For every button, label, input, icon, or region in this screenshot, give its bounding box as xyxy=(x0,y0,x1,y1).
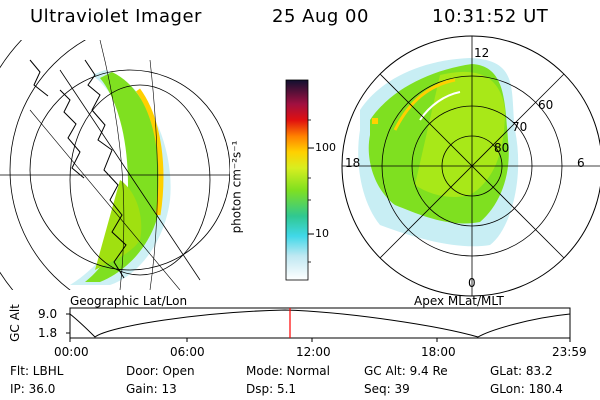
xtick-0000: 00:00 xyxy=(54,345,89,359)
colorbar-tick-100: 100 xyxy=(315,141,336,154)
colorbar-label: photon cm⁻²s⁻¹ xyxy=(229,140,244,234)
glat-status: GLat: 83.2 xyxy=(490,364,553,378)
xtick-1800: 18:00 xyxy=(421,345,456,359)
xtick-0600: 06:00 xyxy=(170,345,205,359)
xtick-2359: 23:59 xyxy=(552,345,587,359)
instrument-title: Ultraviolet Imager xyxy=(30,6,202,27)
mlt-label-6: 6 xyxy=(577,156,585,170)
geographic-map xyxy=(0,40,230,290)
seq-status: Seq: 39 xyxy=(364,382,410,396)
date-label: 25 Aug 00 xyxy=(272,6,369,27)
altitude-curve xyxy=(69,309,571,338)
gain-status: Gain: 13 xyxy=(126,382,177,396)
mlat-label-60: 60 xyxy=(538,98,554,112)
altitude-ytick-1-8: 1.8 xyxy=(38,326,58,340)
altitude-ytick-9: 9.0 xyxy=(38,307,58,321)
colorbar-tick-10: 10 xyxy=(315,227,329,240)
gc-alt-status: GC Alt: 9.4 Re xyxy=(364,364,448,378)
mlt-label-0: 0 xyxy=(468,276,476,290)
filter-status: Flt: LBHL xyxy=(10,364,64,378)
right-panel-label: Apex MLat/MLT xyxy=(414,294,504,308)
altitude-ylabel: GC Alt xyxy=(7,304,22,342)
xtick-1200: 12:00 xyxy=(296,345,331,359)
glon-status: GLon: 180.4 xyxy=(490,382,563,396)
left-panel-label: Geographic Lat/Lon xyxy=(70,294,188,308)
mlt-label-12: 12 xyxy=(474,46,490,60)
mlt-label-18: 18 xyxy=(345,156,361,170)
mode-status: Mode: Normal xyxy=(246,364,330,378)
mlat-label-80: 80 xyxy=(494,141,510,155)
dsp-status: Dsp: 5.1 xyxy=(246,382,297,396)
ip-status: IP: 36.0 xyxy=(10,382,56,396)
polar-plot xyxy=(341,35,600,297)
mlat-label-70: 70 xyxy=(512,120,528,134)
door-status: Door: Open xyxy=(126,364,195,378)
colorbar xyxy=(285,79,309,281)
altitude-plot xyxy=(66,307,571,342)
time-label: 10:31:52 UT xyxy=(432,6,549,27)
